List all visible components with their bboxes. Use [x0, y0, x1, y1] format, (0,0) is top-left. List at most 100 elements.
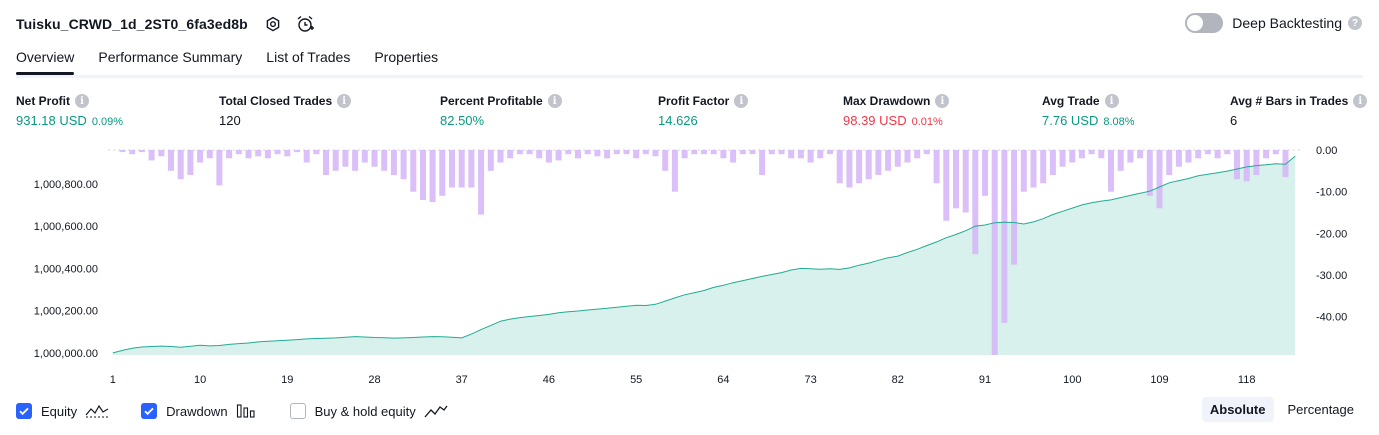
drawdown-bar	[807, 150, 814, 163]
info-icon[interactable]: i	[75, 94, 89, 108]
drawdown-bar	[1175, 150, 1182, 167]
drawdown-checkbox[interactable]: Drawdown	[141, 403, 255, 419]
drawdown-bar	[1127, 150, 1134, 163]
tab-properties[interactable]: Properties	[374, 49, 439, 65]
drawdown-bar	[1049, 150, 1056, 175]
drawdown-tick-label: -10.00	[1316, 187, 1347, 199]
info-icon[interactable]: i	[1353, 94, 1368, 108]
drawdown-bar	[1059, 150, 1066, 167]
checkbox-checked[interactable]	[141, 403, 158, 419]
drawdown-bar	[991, 150, 998, 355]
drawdown-bar	[294, 150, 300, 153]
drawdown-tick-label: 0.00	[1316, 145, 1337, 157]
metric-avg-trade: Avg Trade i 7.76 USD 8.08%	[1042, 94, 1135, 128]
drawdown-bar	[400, 150, 407, 180]
drawdown-bar	[1234, 150, 1240, 180]
tab-overview[interactable]: Overview	[16, 44, 75, 75]
x-tick-label: 37	[456, 374, 468, 386]
metric-label: Profit Factor	[658, 94, 730, 108]
drawdown-bar	[584, 150, 591, 155]
drawdown-bar	[797, 150, 804, 159]
drawdown-bar	[904, 150, 911, 163]
drawdown-bar	[856, 150, 863, 184]
metric-label: Net Profit	[16, 94, 70, 108]
drawdown-bar	[846, 150, 853, 188]
drawdown-bar	[458, 150, 465, 188]
tab-performance-summary[interactable]: Performance Summary	[98, 49, 243, 65]
drawdown-label: Drawdown	[166, 403, 228, 419]
x-tick-label: 82	[892, 374, 904, 386]
metric-value: 931.18 USD	[16, 113, 87, 128]
metric-value: 6	[1230, 113, 1238, 128]
drawdown-bar	[138, 150, 145, 153]
drawdown-bar	[342, 150, 349, 167]
metric-value: 14.626	[658, 113, 698, 128]
deep-backtesting-toggle[interactable]	[1185, 13, 1224, 33]
info-icon[interactable]: i	[935, 94, 950, 108]
metric-percent: 8.08%	[1103, 116, 1135, 128]
metric-label: Avg # Bars in Trades	[1230, 94, 1349, 108]
drawdown-bar	[1166, 150, 1173, 175]
drawdown-bar	[1243, 150, 1250, 182]
equity-checkbox[interactable]: Equity	[16, 403, 109, 419]
drawdown-bar	[652, 150, 659, 157]
tab-bar: Overview Performance Summary List of Tra…	[16, 44, 1363, 78]
equity-drawdown-chart[interactable]: 1,000,000.00 1,000,200.00 1,000,400.00 1,00…	[0, 140, 1379, 390]
absolute-button[interactable]: Absolute	[1201, 397, 1274, 422]
equity-tick-label: 1,000,800.00	[34, 179, 98, 191]
percentage-button[interactable]: Percentage	[1287, 402, 1355, 417]
checkbox-checked[interactable]	[16, 403, 32, 419]
drawdown-bar	[323, 150, 329, 175]
drawdown-bar	[487, 150, 494, 171]
alarm-add-icon[interactable]	[294, 13, 316, 35]
buy-hold-equity-checkbox[interactable]: Buy & hold equity	[289, 403, 448, 419]
bar-chart-icon	[236, 404, 255, 418]
equity-tick-label: 1,000,000.00	[34, 348, 98, 360]
drawdown-bar	[633, 150, 640, 159]
settings-icon[interactable]	[262, 13, 284, 35]
metric-label: Max Drawdown	[843, 94, 931, 108]
drawdown-bar	[778, 150, 785, 155]
tab-list-of-trades[interactable]: List of Trades	[266, 49, 351, 65]
info-icon[interactable]: i	[734, 94, 749, 108]
drawdown-bar	[1011, 150, 1018, 265]
drawdown-bar	[410, 150, 417, 192]
drawdown-bar	[555, 150, 562, 161]
drawdown-tick-label: -20.00	[1316, 228, 1347, 240]
drawdown-bar	[623, 150, 630, 155]
drawdown-bar	[1272, 150, 1279, 155]
info-icon[interactable]: i	[337, 94, 352, 108]
drawdown-bar	[613, 150, 620, 155]
drawdown-bar	[817, 150, 824, 159]
drawdown-bar	[768, 150, 775, 155]
drawdown-bar	[730, 150, 737, 163]
drawdown-bar	[1185, 150, 1192, 163]
drawdown-bar	[449, 150, 455, 188]
drawdown-bar	[691, 150, 698, 155]
drawdown-bar	[1214, 150, 1221, 159]
drawdown-bar	[420, 150, 426, 200]
drawdown-bar	[1069, 150, 1076, 163]
drawdown-bar	[390, 150, 397, 175]
metrics-row: Net Profit i 931.18 USD 0.09% Total Closed…	[0, 94, 1379, 134]
help-icon[interactable]: ?	[1348, 16, 1362, 30]
metric-label: Percent Profitable	[440, 94, 543, 108]
x-tick-label: 100	[1063, 374, 1081, 386]
drawdown-bar	[168, 150, 174, 171]
drawdown-bar	[303, 150, 310, 163]
legend-toggles: Equity Drawdown Buy & hold equity	[16, 400, 468, 422]
drawdown-bar	[439, 150, 446, 196]
drawdown-bar	[710, 150, 717, 155]
drawdown-bar	[245, 150, 252, 159]
drawdown-bar	[381, 150, 388, 171]
metric-percent: 0.09%	[91, 116, 124, 128]
info-icon[interactable]: i	[1104, 94, 1119, 108]
info-icon[interactable]: i	[547, 94, 562, 108]
drawdown-bar	[671, 150, 678, 192]
metric-value: 82.50%	[440, 113, 485, 128]
drawdown-bar	[429, 150, 436, 203]
metric-value: 98.39 USD	[843, 113, 907, 128]
equity-area	[112, 156, 1296, 355]
checkbox-unchecked[interactable]	[289, 403, 306, 419]
drawdown-bar	[642, 150, 649, 155]
